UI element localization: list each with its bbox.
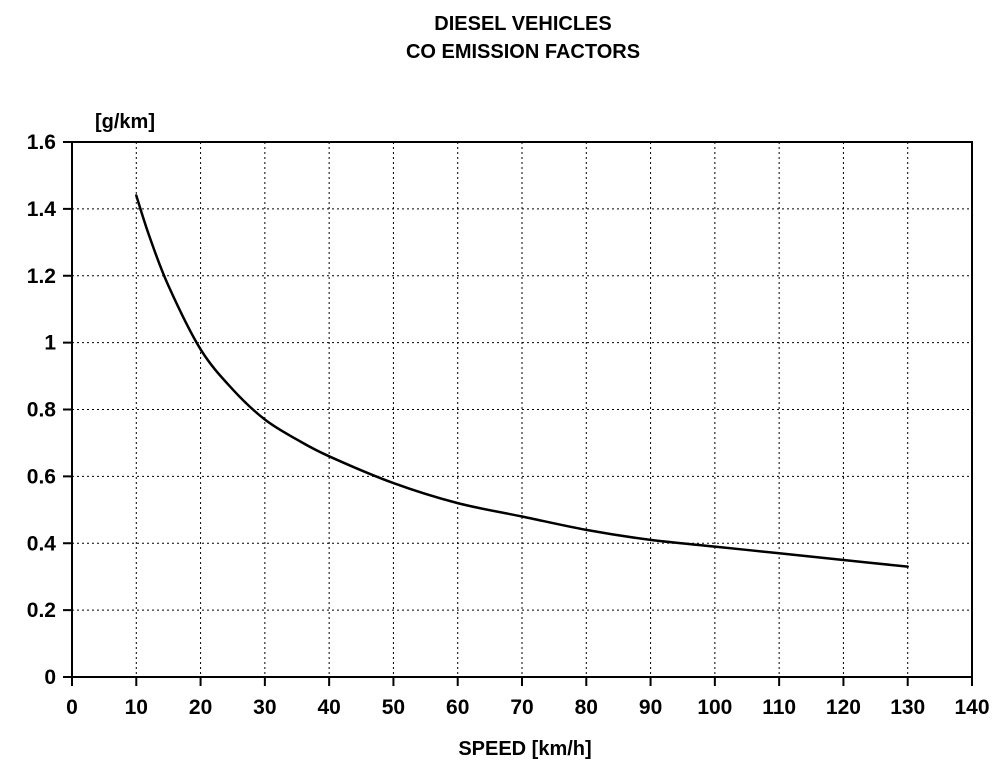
- x-tick-label: 0: [66, 696, 78, 719]
- y-tick-label: 0.2: [27, 599, 56, 622]
- axis-ticks: [63, 141, 973, 686]
- y-tick-label: 1.2: [27, 265, 56, 288]
- x-tick-label: 120: [826, 696, 861, 719]
- y-tick-label: 0.6: [27, 465, 56, 488]
- x-tick-label: 110: [762, 696, 796, 719]
- x-tick-label: 70: [510, 696, 533, 719]
- series-line: [135, 194, 909, 568]
- x-tick-label: 90: [639, 696, 662, 719]
- y-tick-label: 1.4: [27, 198, 57, 221]
- x-tick-label: 140: [954, 696, 989, 719]
- x-tick-label: 80: [575, 696, 598, 719]
- y-tick-label: 0.8: [27, 399, 57, 422]
- grid: [72, 142, 972, 677]
- y-axis-label: [g/km]: [95, 111, 155, 133]
- x-tick-label: 100: [697, 696, 732, 719]
- chart-title-line-2: CO EMISSION FACTORS: [406, 41, 640, 63]
- x-tick-label: 50: [382, 696, 405, 719]
- x-tick-label: 10: [125, 696, 148, 719]
- x-tick-label: 20: [189, 696, 212, 719]
- y-tick-label: 0.4: [27, 532, 57, 555]
- x-tick-label: 60: [446, 696, 469, 719]
- chart-title-line-1: DIESEL VEHICLES: [434, 13, 611, 35]
- y-tick-label: 1: [44, 332, 56, 355]
- x-tick-label: 130: [890, 696, 925, 719]
- tick-labels: 0 10 20 30 40 50 60 70 80 90 100 110 120 130 140 0 0.2 0.…: [27, 131, 990, 719]
- y-tick-label: 0: [44, 666, 56, 689]
- series: [135, 194, 909, 568]
- x-axis-label: SPEED [km/h]: [458, 738, 591, 760]
- plot-frame: [71, 141, 973, 678]
- y-tick-label: 1.6: [27, 131, 56, 154]
- x-tick-label: 40: [317, 696, 340, 719]
- x-tick-label: 30: [253, 696, 276, 719]
